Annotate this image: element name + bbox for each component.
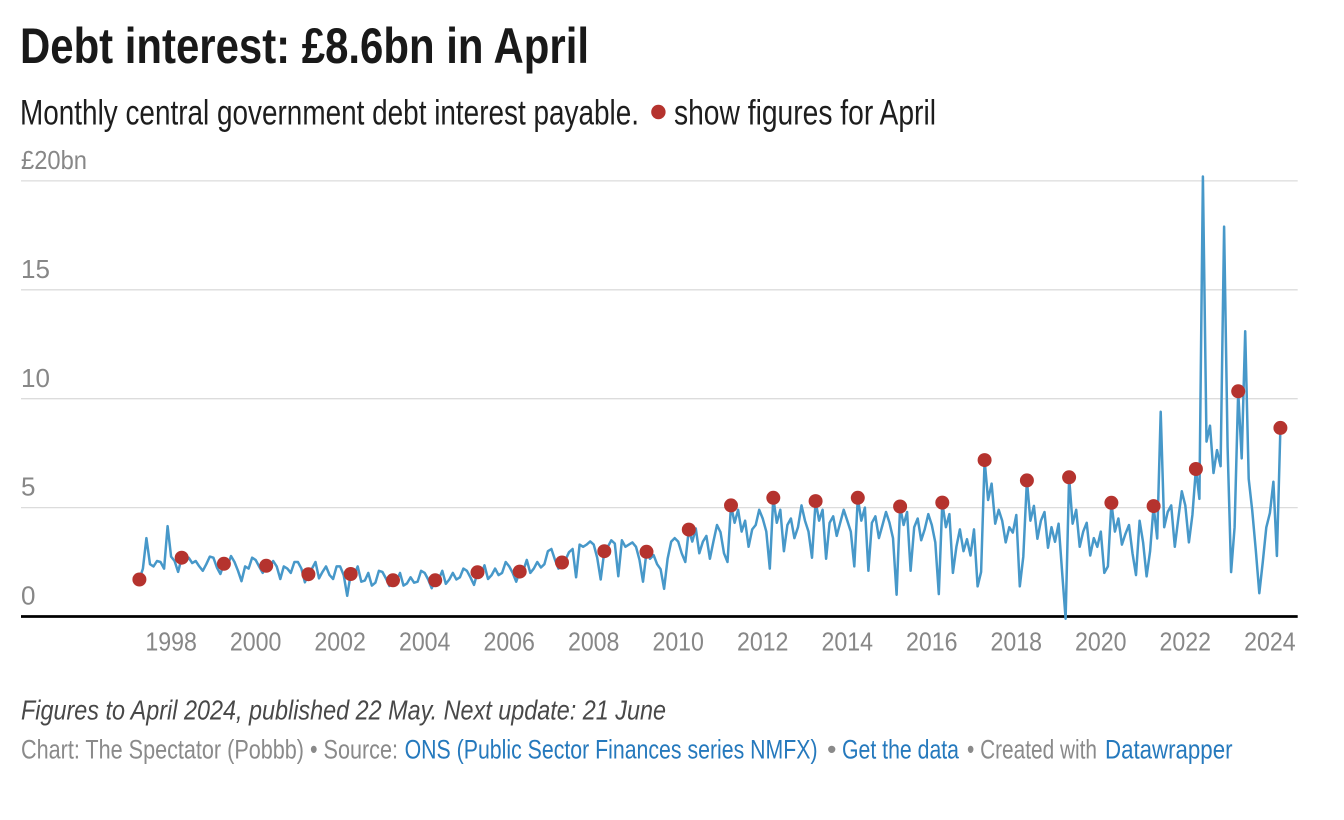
svg-text:Datawrapper: Datawrapper <box>1105 734 1233 764</box>
svg-text:2018: 2018 <box>991 627 1043 657</box>
svg-text:Monthly central government deb: Monthly central government debt interest… <box>20 94 639 133</box>
svg-text:show figures for April: show figures for April <box>674 94 936 133</box>
svg-text:5: 5 <box>21 472 35 502</box>
svg-text:2000: 2000 <box>230 627 282 657</box>
svg-text:Figures to April 2024, publish: Figures to April 2024, published 22 May.… <box>21 695 666 726</box>
svg-text:2016: 2016 <box>906 627 958 657</box>
svg-text:2024: 2024 <box>1244 627 1296 657</box>
svg-text:•: • <box>827 734 836 764</box>
svg-text:Chart: The Spectator (Pobbb) •: Chart: The Spectator (Pobbb) • Source: <box>21 734 398 764</box>
svg-text:2012: 2012 <box>737 627 789 657</box>
svg-text:2004: 2004 <box>399 627 451 657</box>
svg-text:Debt interest: £8.6bn in April: Debt interest: £8.6bn in April <box>20 18 589 74</box>
svg-text:£20bn: £20bn <box>21 145 87 175</box>
svg-text:2002: 2002 <box>314 627 366 657</box>
svg-text:2010: 2010 <box>652 627 704 657</box>
svg-text:10: 10 <box>21 363 50 393</box>
svg-text:Get the data: Get the data <box>842 734 960 764</box>
svg-text:2008: 2008 <box>568 627 620 657</box>
svg-text:15: 15 <box>21 254 50 284</box>
svg-text:• Created with: • Created with <box>967 734 1097 764</box>
svg-text:0: 0 <box>21 581 35 611</box>
svg-text:2020: 2020 <box>1075 627 1127 657</box>
svg-text:2006: 2006 <box>483 627 535 657</box>
svg-text:ONS (Public Sector Finances se: ONS (Public Sector Finances series NMFX) <box>405 734 818 764</box>
svg-text:2022: 2022 <box>1160 627 1212 657</box>
svg-text:1998: 1998 <box>145 627 197 657</box>
svg-text:2014: 2014 <box>822 627 874 657</box>
